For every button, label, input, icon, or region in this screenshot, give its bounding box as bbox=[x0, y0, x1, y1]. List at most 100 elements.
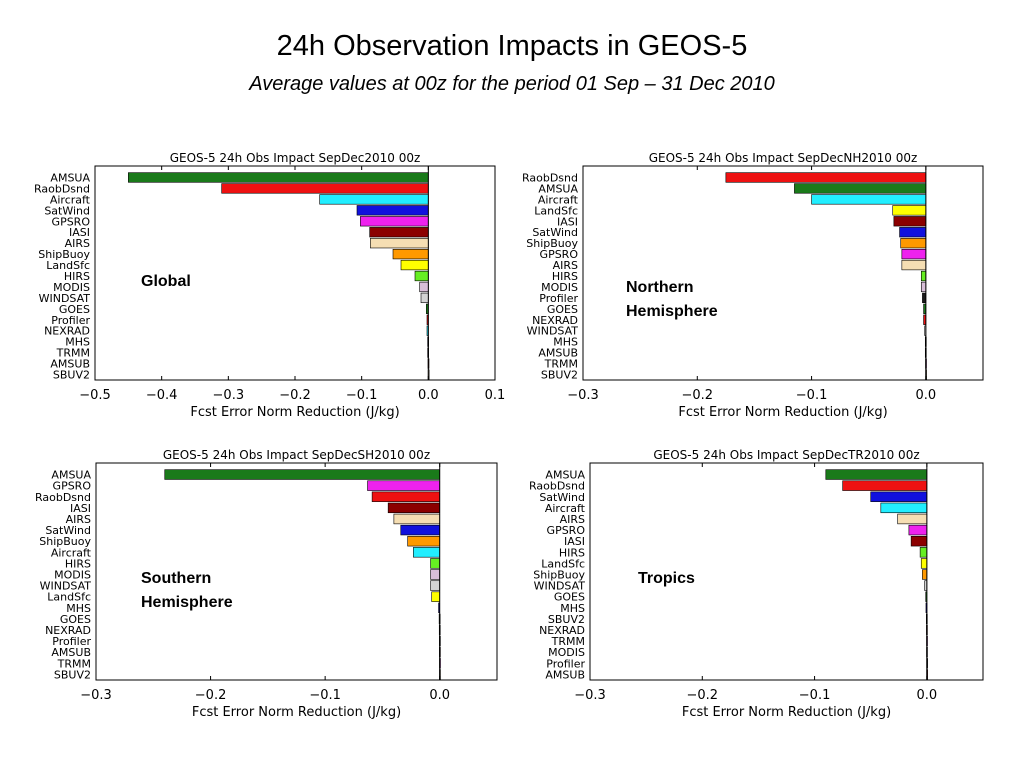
category-label: NEXRAD bbox=[44, 325, 90, 338]
x-tick-label: −0.3 bbox=[574, 688, 606, 703]
category-label: ShipBuoy bbox=[526, 237, 578, 250]
category-label: RaobDsnd bbox=[34, 182, 90, 195]
bar-airs bbox=[897, 513, 928, 525]
category-label: TRMM bbox=[551, 635, 585, 648]
category-label: GOES bbox=[554, 591, 585, 604]
category-label: RaobDsnd bbox=[529, 480, 585, 493]
x-tick-label: −0.2 bbox=[681, 388, 713, 403]
category-label: LandSfc bbox=[534, 204, 578, 217]
region-label-line: Tropics bbox=[638, 570, 695, 587]
bar-satwind bbox=[870, 491, 928, 502]
x-tick-label: 0.0 bbox=[916, 388, 937, 403]
category-label: MODIS bbox=[541, 281, 578, 294]
category-label: AMSUA bbox=[51, 469, 91, 482]
category-label: LandSfc bbox=[47, 591, 91, 604]
category-label: SBUV2 bbox=[548, 613, 585, 626]
x-tick-label: −0.1 bbox=[309, 688, 341, 703]
category-label: Aircraft bbox=[538, 193, 579, 206]
category-label: SBUV2 bbox=[54, 668, 91, 681]
bar-aircraft bbox=[880, 502, 928, 514]
category-label: MODIS bbox=[53, 281, 90, 294]
category-label: SatWind bbox=[539, 491, 585, 504]
category-label: WINDSAT bbox=[39, 292, 91, 305]
category-label: MHS bbox=[560, 602, 585, 615]
category-label: GOES bbox=[59, 303, 90, 316]
category-label: GPSRO bbox=[547, 524, 586, 537]
category-label: Aircraft bbox=[50, 193, 91, 206]
category-label: Aircraft bbox=[545, 502, 586, 515]
slide-subtitle: Average values at 00z for the period 01 … bbox=[249, 73, 775, 95]
bar-shipbuoy bbox=[922, 569, 928, 580]
category-label: GOES bbox=[547, 303, 578, 316]
category-label: AMSUB bbox=[545, 668, 585, 681]
category-label: TRMM bbox=[57, 657, 91, 670]
category-label: MHS bbox=[66, 602, 91, 615]
category-label: AMSUB bbox=[50, 358, 90, 371]
bar-hirs bbox=[919, 547, 928, 558]
bar-iasi bbox=[910, 535, 928, 547]
x-tick-label: −0.1 bbox=[796, 388, 828, 403]
region-label-northern-hemisphere: Northern Hemisphere bbox=[626, 276, 718, 324]
x-tick-label: −0.1 bbox=[346, 388, 378, 403]
slide-title: 24h Observation Impacts in GEOS-5 bbox=[276, 30, 748, 62]
category-label: AMSUA bbox=[538, 182, 578, 195]
chart-title: GEOS-5 24h Obs Impact SepDecNH2010 00z bbox=[649, 151, 918, 165]
region-label-tropics: Tropics bbox=[638, 567, 695, 591]
plot-frame bbox=[95, 462, 498, 681]
category-label: IASI bbox=[557, 215, 578, 228]
category-label: GPSRO bbox=[52, 215, 91, 228]
category-label: GOES bbox=[60, 613, 91, 626]
category-label: HIRS bbox=[64, 270, 90, 283]
category-label: TRMM bbox=[56, 347, 90, 360]
region-label-line: Southern bbox=[141, 570, 212, 587]
category-label: NEXRAD bbox=[45, 624, 91, 637]
x-axis-label: Fcst Error Norm Reduction (J/kg) bbox=[192, 705, 401, 720]
category-label: Profiler bbox=[539, 292, 578, 305]
x-tick-label: −0.3 bbox=[567, 388, 599, 403]
category-label: AMSUA bbox=[545, 469, 585, 482]
category-label: SatWind bbox=[532, 226, 578, 239]
category-label: Aircraft bbox=[51, 546, 92, 559]
x-tick-label: −0.1 bbox=[799, 688, 831, 703]
category-label: Profiler bbox=[51, 314, 90, 327]
bar-amsua bbox=[825, 469, 928, 480]
category-label: GPSRO bbox=[540, 248, 579, 261]
bar-gpsro bbox=[908, 524, 928, 536]
chart-title: GEOS-5 24h Obs Impact SepDecSH2010 00z bbox=[163, 448, 430, 462]
plot-frame bbox=[589, 462, 984, 681]
x-tick-label: 0.0 bbox=[917, 688, 938, 703]
region-label-global: Global bbox=[141, 270, 191, 294]
x-tick-label: −0.3 bbox=[213, 388, 245, 403]
category-label: WINDSAT bbox=[534, 580, 586, 593]
chart-title: GEOS-5 24h Obs Impact SepDecTR2010 00z bbox=[653, 448, 919, 462]
category-label: Profiler bbox=[52, 635, 91, 648]
category-label: MODIS bbox=[548, 646, 585, 659]
category-label: TRMM bbox=[544, 358, 578, 371]
x-tick-label: −0.3 bbox=[80, 688, 112, 703]
category-label: ShipBuoy bbox=[39, 535, 91, 548]
bar-raobdsnd bbox=[842, 480, 928, 491]
category-label: AMSUB bbox=[538, 347, 578, 360]
category-label: GPSRO bbox=[53, 480, 92, 493]
category-label: AIRS bbox=[560, 513, 585, 526]
region-label-line: Hemisphere bbox=[141, 594, 233, 611]
x-tick-label: −0.4 bbox=[146, 388, 178, 403]
category-label: HIRS bbox=[65, 557, 91, 570]
category-label: IASI bbox=[70, 502, 91, 515]
category-label: MODIS bbox=[54, 569, 91, 582]
region-label-line: Northern bbox=[626, 279, 694, 296]
category-label: HIRS bbox=[559, 546, 585, 559]
x-tick-label: 0.0 bbox=[429, 688, 450, 703]
x-axis-label: Fcst Error Norm Reduction (J/kg) bbox=[678, 405, 887, 420]
category-label: AMSUB bbox=[51, 646, 91, 659]
plot-frame bbox=[582, 165, 984, 381]
category-label: WINDSAT bbox=[527, 325, 579, 338]
category-label: Profiler bbox=[546, 657, 585, 670]
x-tick-label: −0.5 bbox=[79, 388, 111, 403]
x-tick-label: −0.2 bbox=[279, 388, 311, 403]
category-label: MHS bbox=[553, 336, 578, 349]
chart-title: GEOS-5 24h Obs Impact SepDec2010 00z bbox=[170, 151, 421, 165]
